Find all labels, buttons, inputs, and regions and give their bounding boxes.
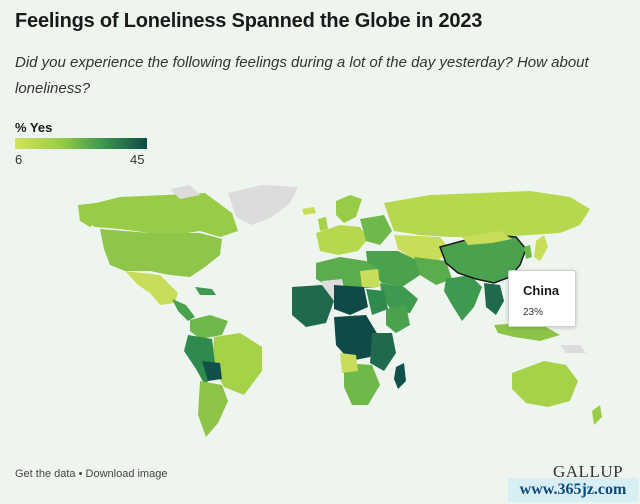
madagascar-region[interactable] — [394, 363, 406, 389]
korea-region[interactable] — [524, 245, 532, 259]
mongolia-region[interactable] — [462, 231, 512, 245]
australia-region[interactable] — [512, 361, 578, 407]
indonesia-region[interactable] — [494, 323, 560, 341]
footer-links: Get the data • Download image — [15, 468, 167, 480]
russia-region[interactable] — [384, 191, 590, 237]
bolivia-region[interactable] — [202, 361, 222, 381]
brazil-region[interactable] — [212, 333, 262, 395]
horn-of-africa-region[interactable] — [386, 305, 410, 333]
legend-max-value: 45 — [130, 152, 145, 167]
sahel-region[interactable] — [334, 285, 368, 315]
country-tooltip: China 23% — [508, 270, 576, 327]
new-zealand-region[interactable] — [592, 405, 602, 425]
gallup-logo: GALLUP — [553, 462, 624, 481]
western-europe-region[interactable] — [316, 225, 368, 255]
sudan-region[interactable] — [366, 289, 388, 315]
alaska-region[interactable] — [78, 203, 100, 227]
usa-region[interactable] — [100, 229, 222, 277]
uk-region[interactable] — [318, 217, 328, 231]
canada-region[interactable] — [80, 193, 238, 237]
scandinavia-region[interactable] — [336, 195, 362, 223]
mexico-region[interactable] — [125, 271, 178, 305]
central-africa-region[interactable] — [334, 315, 378, 361]
middle-east-region[interactable] — [366, 251, 420, 287]
get-data-link[interactable]: Get the data — [15, 468, 76, 480]
tooltip-country-value: 23% — [523, 307, 544, 318]
world-choropleth-map[interactable] — [0, 175, 640, 455]
download-image-link[interactable]: Download image — [85, 468, 168, 480]
southeast-asia-mainland-region[interactable] — [484, 283, 504, 315]
footer-separator: • — [75, 468, 86, 480]
watermark-text: www.365jz.com — [508, 478, 638, 502]
greenland-region[interactable] — [228, 185, 298, 225]
india-region[interactable] — [444, 275, 482, 321]
iceland-region[interactable] — [302, 207, 316, 215]
chart-subtitle: Did you experience the following feeling… — [15, 54, 589, 97]
iran-pakistan-region[interactable] — [414, 257, 452, 285]
central-america-region[interactable] — [172, 299, 195, 321]
colombia-venezuela-region[interactable] — [190, 315, 228, 339]
central-asia-region[interactable] — [394, 235, 450, 261]
caribbean-region[interactable] — [195, 287, 216, 295]
argentina-chile-region[interactable] — [198, 381, 228, 437]
egypt-region[interactable] — [360, 269, 380, 287]
east-africa-region[interactable] — [370, 333, 396, 371]
southern-africa-region[interactable] — [344, 363, 380, 405]
legend-min-value: 6 — [15, 152, 23, 167]
legend-color-scale — [15, 138, 147, 149]
angola-region[interactable] — [340, 353, 358, 373]
japan-region[interactable] — [534, 235, 548, 261]
papua-region[interactable] — [560, 345, 586, 353]
eastern-europe-region[interactable] — [360, 215, 392, 245]
legend-label: % Yes — [15, 120, 53, 135]
arctic-islands-region[interactable] — [170, 185, 200, 199]
arabian-peninsula-region[interactable] — [380, 283, 418, 313]
west-africa-region[interactable] — [292, 285, 334, 327]
chart-title: Feelings of Loneliness Spanned the Globe… — [15, 10, 483, 32]
tooltip-country-name: China — [523, 283, 560, 298]
